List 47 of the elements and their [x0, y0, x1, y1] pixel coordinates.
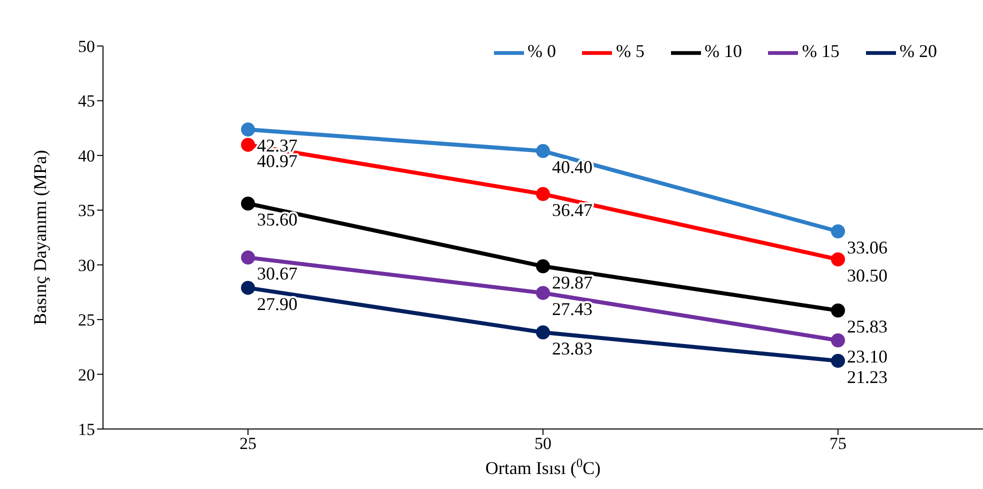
point	[241, 250, 255, 265]
point	[536, 286, 550, 300]
point	[536, 259, 550, 274]
point	[536, 325, 550, 340]
y-tick-label: 15	[78, 420, 95, 440]
x-tick-label: 75	[830, 434, 846, 454]
data-label: 27.43	[552, 298, 592, 319]
y-tick-label: 40	[78, 146, 95, 166]
point	[241, 122, 255, 136]
data-label: 40.40	[552, 157, 592, 178]
point	[831, 224, 845, 238]
data-label: 40.97	[257, 150, 298, 171]
y-tick-label: 50	[78, 37, 95, 56]
y-tick-label: 45	[78, 92, 95, 111]
data-label: 27.90	[257, 294, 298, 314]
point	[831, 252, 845, 266]
data-label: 23.83	[552, 338, 592, 358]
legend-label: % 10	[704, 40, 742, 61]
y-axis-title: Basınç Dayanımı (MPa)	[30, 150, 50, 325]
data-label: 25.83	[847, 316, 888, 336]
data-label: 30.50	[847, 265, 888, 286]
x-tick-label: 25	[240, 434, 256, 454]
point	[831, 354, 845, 368]
point	[241, 196, 255, 211]
legend-label: % 15	[802, 40, 840, 61]
data-label: 30.67	[257, 264, 298, 284]
y-tick-label: 30	[78, 256, 95, 275]
point	[241, 138, 255, 152]
point	[831, 333, 845, 348]
data-label: 21.23	[847, 366, 888, 387]
point	[831, 303, 845, 318]
x-axis-title: Ortam Isısı ($^{0}$C)	[485, 456, 601, 478]
data-label: 29.87	[552, 272, 592, 292]
point	[536, 187, 550, 202]
data-label: 33.06	[847, 237, 888, 258]
data-label: 36.47	[552, 200, 592, 220]
y-tick-label: 25	[78, 310, 95, 330]
legend-label: % 5	[616, 40, 644, 61]
x-tick-label: 50	[534, 434, 552, 454]
point	[241, 280, 255, 295]
legend-label: % 0	[528, 40, 556, 61]
y-tick-label: 35	[78, 201, 95, 220]
point	[536, 144, 550, 158]
y-tick-label: 20	[78, 365, 95, 384]
data-label: 23.10	[847, 346, 888, 366]
data-label: 35.60	[257, 210, 298, 230]
legend-label: % 20	[900, 40, 937, 61]
